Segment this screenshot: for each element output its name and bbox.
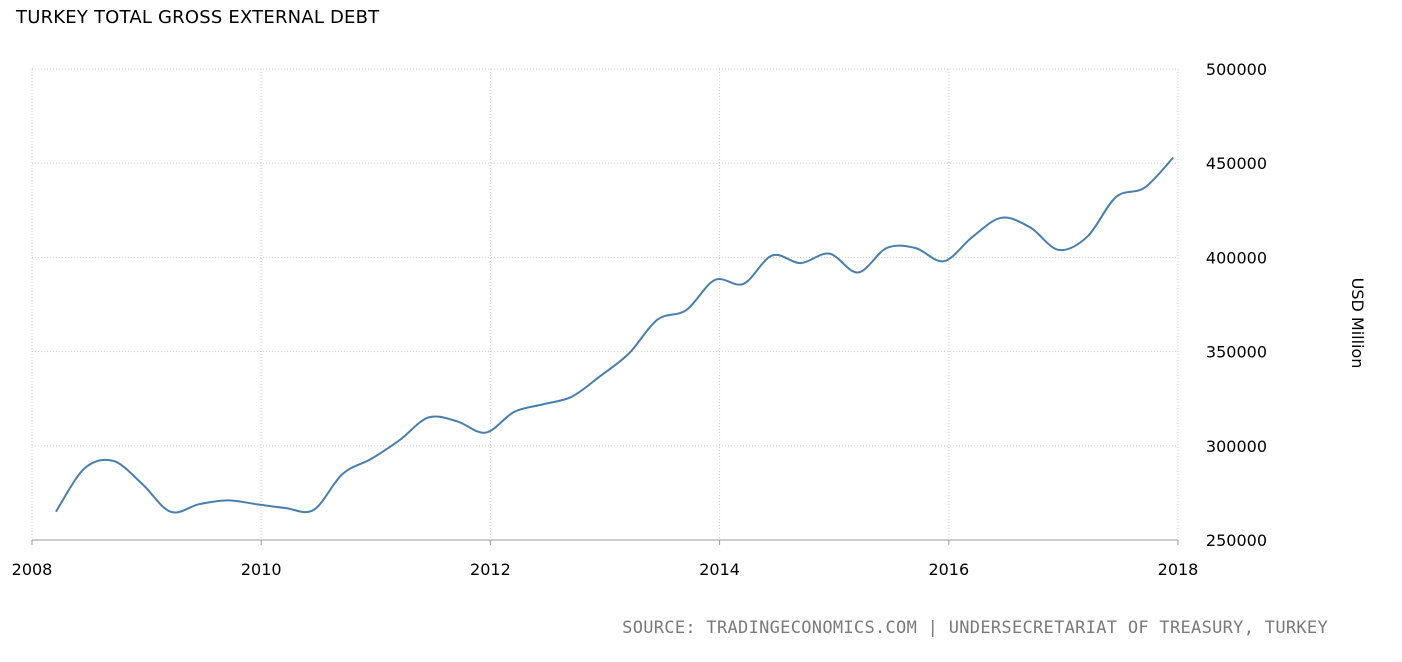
x-tick-label: 2010 xyxy=(241,560,282,579)
y-tick-label: 250000 xyxy=(1206,531,1267,550)
series-layer xyxy=(55,156,1174,514)
y-tick-label: 300000 xyxy=(1206,437,1267,456)
axes xyxy=(31,539,1179,545)
x-tick-label: 2012 xyxy=(470,560,511,579)
y-tick-label: 450000 xyxy=(1206,154,1267,173)
x-tick-label: 2018 xyxy=(1158,560,1199,579)
grid-lines xyxy=(31,68,1179,540)
y-axis-title: USD Million xyxy=(1348,278,1367,369)
y-tick-label: 500000 xyxy=(1206,60,1267,79)
y-tick-label: 400000 xyxy=(1206,248,1267,267)
series-line xyxy=(55,156,1174,514)
tick-labels: 250000 300000 350000 400000 450000 500000 2008… xyxy=(12,60,1267,579)
x-tick-label: 2008 xyxy=(12,560,53,579)
chart-title: TURKEY TOTAL GROSS EXTERNAL DEBT xyxy=(16,7,380,28)
source-attribution: SOURCE: TRADINGECONOMICS.COM | UNDERSECR… xyxy=(622,618,1328,638)
x-tick-label: 2016 xyxy=(928,560,969,579)
y-tick-label: 350000 xyxy=(1206,343,1267,362)
x-tick-label: 2014 xyxy=(699,560,740,579)
